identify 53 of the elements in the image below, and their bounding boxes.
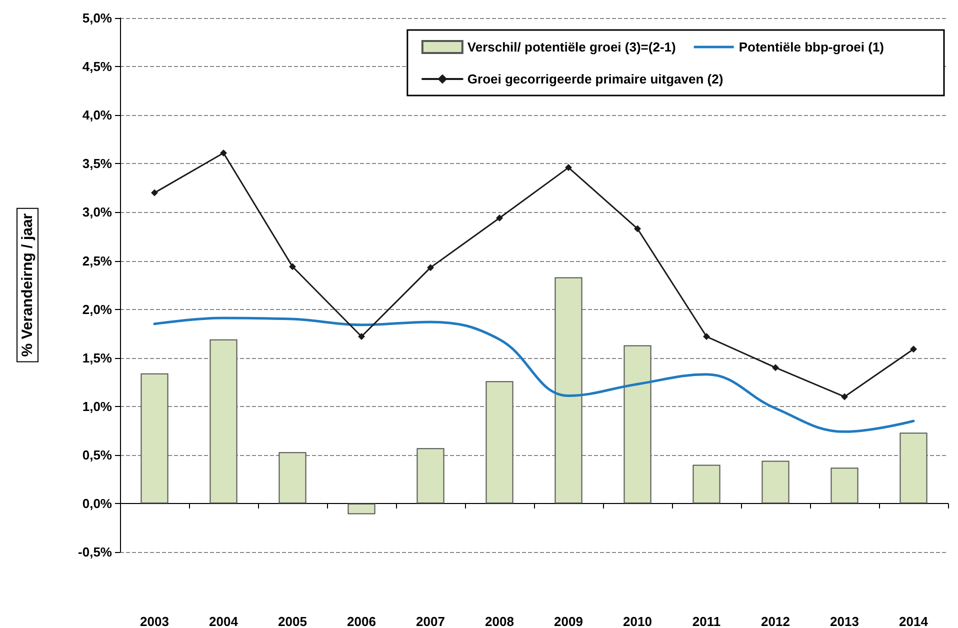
y-tick-label: 0,0% (82, 496, 112, 512)
y-tick-label: -0,5% (78, 544, 112, 560)
point (910, 346, 917, 353)
bar (210, 339, 238, 504)
bar (624, 345, 652, 504)
bar (278, 452, 306, 504)
x-tick-label: 2003 (140, 614, 169, 628)
bar (554, 277, 582, 504)
x-tick-label: 2010 (623, 614, 652, 628)
bar (416, 448, 444, 504)
bar (830, 468, 858, 504)
legend-label: Groei gecorrigeerde primaire uitgaven (2) (467, 72, 724, 86)
y-tick-label: 2,0% (82, 302, 112, 317)
point (703, 333, 710, 340)
point (151, 189, 158, 196)
point (358, 333, 365, 340)
y-tick-label: 1,5% (82, 350, 112, 366)
x-tick-label: 2005 (278, 614, 307, 628)
y-tick-label: 5,0% (82, 10, 112, 26)
x-tick-label: 2007 (416, 614, 445, 628)
bar (348, 504, 376, 514)
x-tick-label: 2011 (692, 614, 721, 628)
point (289, 263, 296, 270)
y-tick-label: 0,5% (82, 447, 112, 462)
legend-label: Verschil/ potentiële groei (3)=(2-1) (467, 40, 676, 54)
point (496, 214, 503, 222)
point (841, 393, 848, 400)
y-tick-label: 1,0% (82, 398, 112, 414)
x-tick-label: 2008 (485, 614, 514, 628)
y-tick-label: 2,5% (82, 253, 112, 268)
x-tick-label: 2014 (899, 614, 929, 628)
bar (486, 381, 514, 504)
bar (900, 432, 928, 504)
x-tick-label: 2006 (347, 614, 376, 628)
legend-label: Potentiële bbp-groei (1) (738, 40, 884, 54)
point (772, 364, 779, 372)
point (634, 225, 641, 232)
bar (140, 373, 168, 504)
y-tick-label: 3,5% (82, 156, 112, 172)
point (220, 149, 227, 156)
y-axis-title: % Verandeirng / jaar (19, 213, 36, 357)
bar (762, 460, 790, 504)
x-tick-label: 2012 (761, 614, 790, 628)
y-tick-label: 4,5% (82, 59, 112, 74)
y-tick-label: 3,0% (82, 204, 112, 220)
bar (692, 464, 720, 504)
y-tick-label: 4,0% (82, 108, 112, 123)
point (427, 264, 434, 272)
x-tick-label: 2009 (554, 614, 583, 628)
x-tick-label: 2013 (830, 614, 859, 628)
x-tick-label: 2004 (209, 614, 239, 628)
line-series (153, 316, 915, 433)
point (565, 164, 572, 172)
